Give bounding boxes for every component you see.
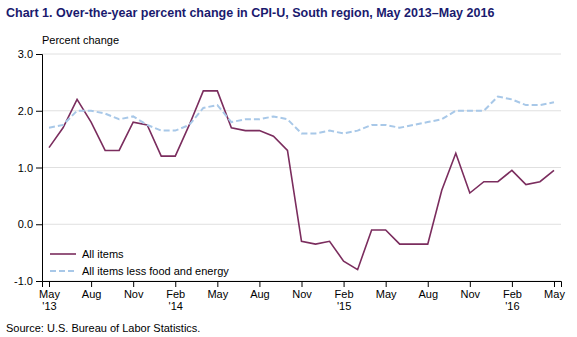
legend-swatch (50, 270, 76, 272)
legend-label: All items less food and energy (82, 265, 229, 277)
y-tick: 0.0 (18, 218, 42, 230)
x-tick-mark (302, 281, 303, 287)
title: Chart 1. Over-the-year percent change in… (6, 6, 494, 20)
x-tick-label: Nov (124, 288, 144, 300)
x-tick-mark (554, 281, 555, 287)
chart: Chart 1. Over-the-year percent change in… (0, 0, 577, 337)
y-tick-mark (36, 54, 42, 55)
x-tick-mark (133, 281, 134, 287)
x-tick-label-line: Feb (166, 288, 185, 300)
grid-line (42, 110, 561, 111)
x-tick-label-line: Feb (503, 288, 522, 300)
legend-label: All items (82, 248, 124, 260)
x-tick-label: Aug (418, 288, 438, 300)
legend-item: All items (50, 248, 124, 260)
x-tick-mark (428, 281, 429, 287)
x-tick-label-line: '16 (505, 300, 519, 312)
x-tick-label-line: Nov (461, 288, 481, 300)
x-tick-label: Feb'16 (503, 288, 522, 313)
grid-line (42, 167, 561, 168)
x-tick: May (207, 281, 228, 300)
x-tick-label-line: Aug (250, 288, 270, 300)
x-tick: Aug (82, 281, 102, 300)
plot: -1.00.01.02.03.0May'13AugNovFeb'14MayAug… (14, 48, 565, 312)
y-tick-mark (36, 111, 42, 112)
x-tick-label-line: '15 (337, 300, 351, 312)
y-tick-label: 1.0 (18, 162, 33, 174)
x-tick-label: Feb'15 (335, 288, 354, 313)
x-tick-mark (386, 281, 387, 287)
y-tick: 2.0 (18, 105, 42, 117)
y-tick-label: 3.0 (18, 48, 33, 60)
x-tick-mark (217, 281, 218, 287)
legend-item: All items less food and energy (50, 265, 229, 277)
series-group (49, 91, 554, 270)
x-tick-label: Aug (250, 288, 270, 300)
x-tick: Nov (124, 281, 144, 300)
x-tick-label-line: May (376, 288, 397, 300)
y-axis-line (36, 55, 43, 282)
x-tick-label-line: '13 (42, 300, 56, 312)
x-tick-label: May'13 (39, 288, 60, 313)
x-tick-mark (512, 281, 513, 287)
y-tick-label: 2.0 (18, 105, 33, 117)
x-axis-line (43, 282, 562, 288)
x-tick-label-line: Aug (82, 288, 102, 300)
x-tick-label-line: May (544, 288, 565, 300)
y-tick-label: 0.0 (18, 218, 33, 230)
legend-swatch (50, 253, 76, 255)
x-tick: May (376, 281, 397, 300)
x-tick: May'13 (39, 281, 60, 312)
y-tick: 1.0 (18, 162, 42, 174)
x-tick: Feb'16 (503, 281, 522, 312)
x-tick: Aug (418, 281, 438, 300)
grid (42, 54, 561, 281)
y-axis: -1.0 0.0 1.0 2.0 3.0 (14, 48, 42, 287)
x-tick: Feb'15 (335, 281, 354, 312)
x-tick-label-line: '14 (169, 300, 183, 312)
y-tick: -1.0 (14, 275, 42, 287)
x-axis: May'13AugNovFeb'14MayAugNovFeb'15MayAugN… (39, 281, 565, 312)
x-tick-label: May (544, 288, 565, 300)
x-tick-mark (470, 281, 471, 287)
y-label: Percent change (42, 34, 119, 46)
y-tick: 3.0 (18, 48, 42, 60)
x-tick: Feb'14 (166, 281, 185, 312)
x-tick-label: Aug (82, 288, 102, 300)
y-tick-label: -1.0 (14, 275, 33, 287)
y-tick-mark (36, 224, 42, 225)
series-line (49, 97, 554, 134)
x-tick: May (544, 281, 565, 300)
x-tick-mark (259, 281, 260, 287)
x-tick-mark (91, 281, 92, 287)
grid-line (42, 54, 561, 55)
x-tick-label: May (376, 288, 397, 300)
x-tick-label-line: Feb (335, 288, 354, 300)
x-tick: Nov (461, 281, 481, 300)
x-tick-label-line: Nov (124, 288, 144, 300)
x-tick-mark (175, 281, 176, 287)
x-tick-label-line: May (207, 288, 228, 300)
x-tick-label-line: Aug (418, 288, 438, 300)
x-tick-label: Feb'14 (166, 288, 185, 313)
x-tick-mark (344, 281, 345, 287)
source: Source: U.S. Bureau of Labor Statistics. (6, 322, 200, 334)
y-tick-mark (36, 168, 42, 169)
x-tick-label: Nov (292, 288, 312, 300)
series-line (49, 91, 554, 270)
x-tick-label: May (207, 288, 228, 300)
x-tick: Aug (250, 281, 270, 300)
x-tick-label-line: Nov (292, 288, 312, 300)
y-tick-mark (36, 281, 42, 282)
x-tick-mark (49, 281, 50, 287)
x-tick-label-line: May (39, 288, 60, 300)
legend: All items All items less food and energy (50, 248, 229, 277)
x-tick: Nov (292, 281, 312, 300)
grid-line (42, 224, 561, 225)
x-tick-label: Nov (461, 288, 481, 300)
